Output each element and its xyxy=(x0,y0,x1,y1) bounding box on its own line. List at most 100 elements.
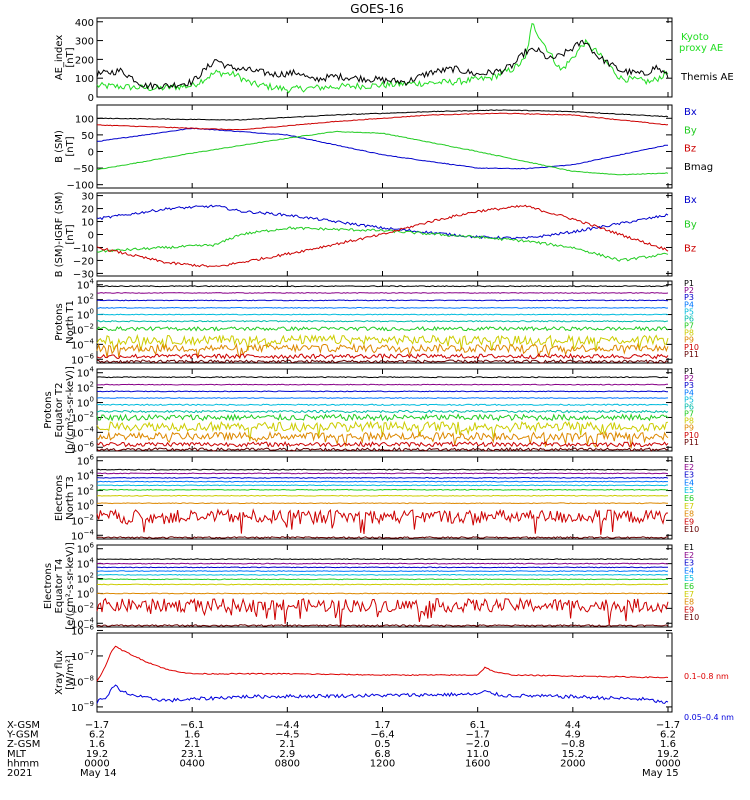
orbit-value: 19.2 xyxy=(657,749,679,760)
series-line-pn-10 xyxy=(96,353,669,360)
orbit-value: 2.9 xyxy=(279,749,295,760)
legend-label: Bx xyxy=(684,107,697,118)
legend-label: Themis AE xyxy=(680,72,734,83)
series-line-ee-5 xyxy=(96,573,669,576)
legend-label: P3 xyxy=(684,381,694,390)
panel-b: −100 −50 0 50 100 B (SM) [nT] Bx By Bz Bmag xyxy=(54,104,713,192)
orbit-value: −1.7 xyxy=(656,720,680,731)
legend-label: Bz xyxy=(684,144,696,155)
y-axis-label: North T1 xyxy=(65,300,76,344)
y-tick-label: 10−9 xyxy=(71,700,94,714)
y-tick-label: 100 xyxy=(75,74,94,85)
y-axis-label: North T3 xyxy=(65,476,76,520)
panel-frame xyxy=(96,368,673,452)
legend-label: E1 xyxy=(684,543,694,552)
series-line-pn-7 xyxy=(96,325,669,332)
orbit-value: −0.8 xyxy=(561,739,585,750)
legend-label: Bmag xyxy=(684,162,713,173)
series-line-pn-9 xyxy=(96,342,669,359)
orbit-value: 1600 xyxy=(465,758,490,769)
orbit-value: 1200 xyxy=(370,758,395,769)
legend-label: P6 xyxy=(684,314,694,323)
y-axis-label: [e/(cm²-s-sr-keV)] xyxy=(65,542,76,630)
panel-frame xyxy=(96,280,673,364)
legend-label: P5 xyxy=(684,395,694,404)
orbit-row-label: X-GSM xyxy=(7,720,40,731)
legend-label: P11 xyxy=(684,350,699,359)
legend-label: P5 xyxy=(684,307,694,316)
series-line-ae-1 xyxy=(96,22,669,94)
series-line-bdiff-2 xyxy=(96,226,669,262)
series-line-en-9 xyxy=(96,508,669,535)
series-line-pe-10 xyxy=(96,440,669,448)
legend-label: P1 xyxy=(684,367,694,376)
legend-label: E10 xyxy=(684,525,699,534)
legend-label: E5 xyxy=(684,486,694,495)
y-tick-label: −20 xyxy=(73,256,94,267)
legend-label: proxy AE xyxy=(679,43,723,54)
series-line-en-10 xyxy=(96,536,669,539)
legend-label: E8 xyxy=(684,510,694,519)
series-line-en-6 xyxy=(96,488,669,491)
legend-label: P4 xyxy=(684,388,694,397)
orbit-value: 11.0 xyxy=(467,749,489,760)
y-tick-label: 30 xyxy=(81,192,94,203)
y-tick-label: 100 xyxy=(75,114,94,125)
y-tick-label: 102 xyxy=(77,572,94,586)
series-line-pn-11 xyxy=(96,359,669,364)
series-line-pe-8 xyxy=(96,420,669,442)
y-tick-label: 106 xyxy=(77,542,95,556)
series-line-b-3 xyxy=(96,112,669,131)
y-tick-label: 400 xyxy=(75,18,94,29)
legend-label: P9 xyxy=(684,424,694,433)
orbit-value: 6.2 xyxy=(89,730,105,741)
y-axis-label: Equator T2 xyxy=(54,383,65,438)
orbit-value: 19.2 xyxy=(86,749,108,760)
orbit-value: −1.7 xyxy=(466,730,490,741)
legend-label: P7 xyxy=(684,410,694,419)
series-line-pe-9 xyxy=(96,430,669,449)
orbit-value: 6.8 xyxy=(375,749,391,760)
series-line-ee-10 xyxy=(96,624,669,627)
legend-label: E2 xyxy=(684,463,694,472)
series-line-pe-11 xyxy=(96,447,669,452)
y-tick-label: 10−4 xyxy=(71,528,95,542)
series-line-en-3 xyxy=(96,476,669,479)
panel-frame xyxy=(96,17,673,98)
series-line-xray-2 xyxy=(96,684,669,704)
panel-frame xyxy=(96,544,673,628)
legend-label: 0.1–0.8 nm xyxy=(684,672,729,681)
series-line-ee-4 xyxy=(97,570,669,573)
y-tick-label: −100 xyxy=(67,181,94,192)
year-label: 2021 xyxy=(7,768,32,779)
y-tick-label: 102 xyxy=(77,381,94,395)
series-line-en-4 xyxy=(96,480,668,483)
series-line-pn-2 xyxy=(96,292,669,294)
orbit-value: 0800 xyxy=(275,758,300,769)
orbit-value: 4.4 xyxy=(565,720,581,731)
legend-label: P10 xyxy=(684,343,699,352)
series-line-pn-3 xyxy=(96,299,669,302)
y-axis-label: [nT] xyxy=(65,224,76,244)
series-line-ee-2 xyxy=(96,562,669,565)
series-line-pn-4 xyxy=(96,306,669,309)
series-line-pe-3 xyxy=(96,390,668,393)
series-line-en-2 xyxy=(96,472,669,475)
orbit-row-label: hhmm xyxy=(7,758,39,769)
y-axis-label: B (SM) xyxy=(54,130,65,163)
y-axis-label: Protons xyxy=(43,391,54,428)
y-axis-label: [nT] xyxy=(65,136,76,156)
y-tick-label: 100 xyxy=(77,498,94,512)
series-line-en-8 xyxy=(96,502,669,505)
series-line-en-5 xyxy=(96,484,668,487)
y-tick-label: −50 xyxy=(73,164,94,175)
series-line-pe-4 xyxy=(96,397,669,399)
panel-frame xyxy=(96,104,673,189)
legend-label: E4 xyxy=(684,478,694,487)
y-axis-label: [W/m²] xyxy=(65,655,76,690)
series-line-bdiff-3 xyxy=(96,204,669,268)
series-line-en-7 xyxy=(96,494,669,497)
